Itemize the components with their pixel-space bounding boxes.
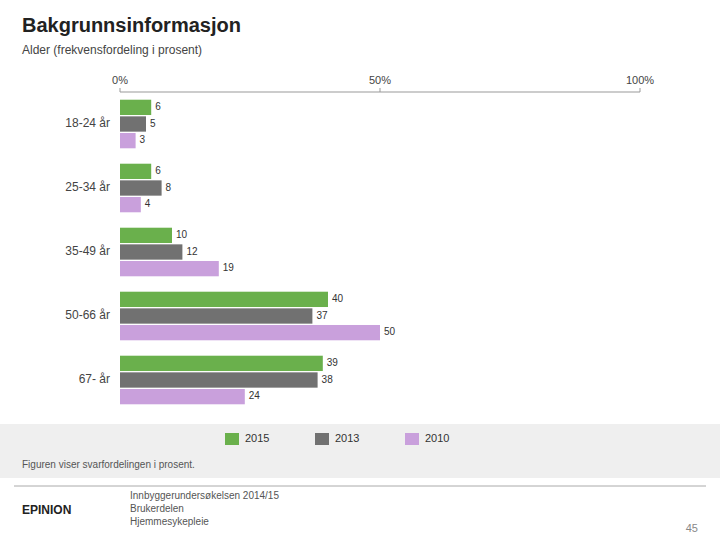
bar <box>120 180 162 195</box>
data-label: 10 <box>176 229 188 240</box>
x-tick <box>640 88 641 92</box>
legend-label: 2013 <box>335 432 359 444</box>
title: Bakgrunnsinformasjon <box>22 14 241 36</box>
legend-label: 2015 <box>245 432 269 444</box>
x-tick <box>120 88 121 92</box>
x-tick-label: 50% <box>369 74 391 86</box>
footer-band <box>0 424 720 478</box>
bar <box>120 261 219 276</box>
bar <box>120 116 146 131</box>
y-axis: 18-24 år 25-34 år 35-49 år 50-66 år 67- år <box>65 116 110 386</box>
logo-text: EPINION <box>22 503 71 517</box>
data-label: 39 <box>327 357 339 368</box>
bar <box>120 292 328 307</box>
legend-swatch <box>405 433 419 445</box>
bar <box>120 389 245 404</box>
y-tick-label: 67- år <box>79 372 110 386</box>
y-tick-label: 50-66 år <box>65 308 110 322</box>
data-label: 6 <box>155 165 161 176</box>
footnote: Innbyggerundersøkelsen 2014/15Brukerdele… <box>130 490 279 527</box>
bar <box>120 356 323 371</box>
legend-swatch <box>315 433 329 445</box>
subtitle: Alder (frekvensfordeling i prosent) <box>22 43 202 57</box>
data-label: 3 <box>140 134 146 145</box>
data-label: 38 <box>322 374 334 385</box>
chart: Bakgrunnsinformasjon Alder (frekvensforde… <box>0 0 720 540</box>
legend: 2015 2013 2010 <box>225 432 449 445</box>
x-axis: 0% 50% 100% <box>112 74 654 92</box>
data-label: 50 <box>384 326 396 337</box>
x-tick <box>380 88 381 92</box>
bar <box>120 325 380 340</box>
y-tick-label: 18-24 år <box>65 116 110 130</box>
data-label: 12 <box>186 246 198 257</box>
bar <box>120 133 136 148</box>
bar <box>120 197 141 212</box>
chart-container: Bakgrunnsinformasjon Alder (frekvensforde… <box>0 0 720 540</box>
data-label: 5 <box>150 118 156 129</box>
bar <box>120 244 182 259</box>
bar <box>120 308 312 323</box>
bar <box>120 228 172 243</box>
y-tick-label: 35-49 år <box>65 244 110 258</box>
footer-text: Figuren viser svarfordelingen i prosent. <box>22 459 195 470</box>
data-label: 40 <box>332 293 344 304</box>
data-label: 24 <box>249 390 261 401</box>
y-tick-label: 25-34 år <box>65 180 110 194</box>
data-label: 19 <box>223 262 235 273</box>
bars <box>120 100 380 405</box>
separator <box>14 486 706 487</box>
bar <box>120 372 318 387</box>
x-tick-label: 100% <box>626 74 654 86</box>
data-label: 6 <box>155 101 161 112</box>
legend-swatch <box>225 433 239 445</box>
data-label: 4 <box>145 198 151 209</box>
data-label: 8 <box>166 182 172 193</box>
bar <box>120 164 151 179</box>
bar <box>120 100 151 115</box>
x-tick-label: 0% <box>112 74 128 86</box>
data-label: 37 <box>316 310 328 321</box>
data-labels: 653684101219403750393824 <box>140 101 396 401</box>
page-number: 45 <box>686 522 698 534</box>
legend-label: 2010 <box>425 432 449 444</box>
